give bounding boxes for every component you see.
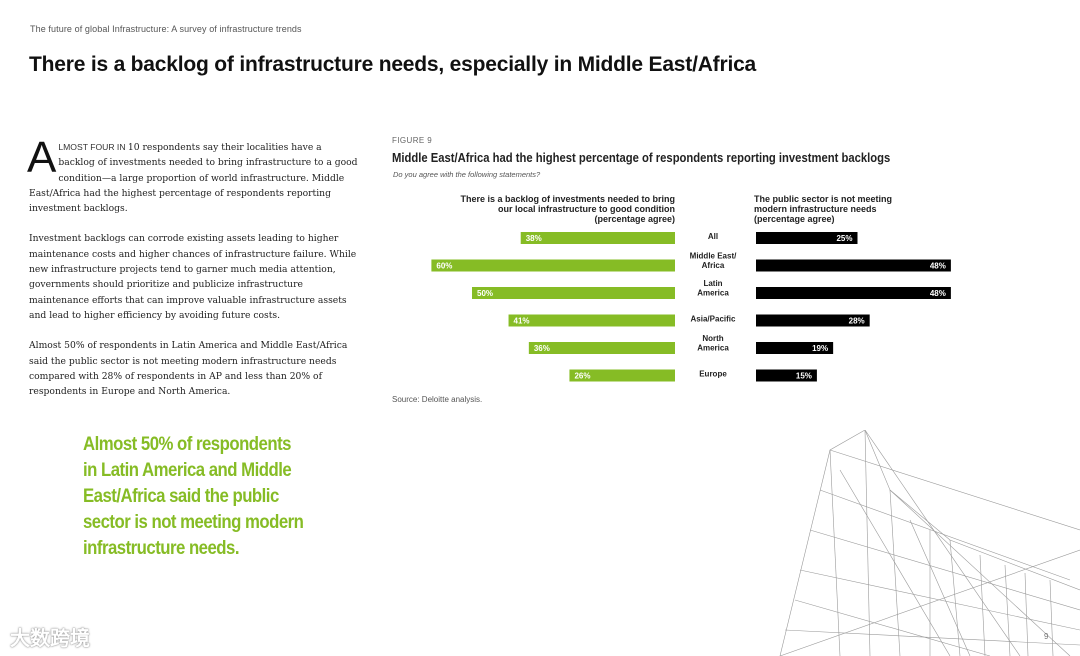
category-label: Middle East/ (690, 252, 737, 261)
category-label: Europe (699, 370, 727, 379)
bar-label-public-sector: 25% (836, 234, 852, 243)
bar-public-sector (756, 369, 817, 382)
chart-title: Middle East/Africa had the highest perce… (392, 151, 891, 165)
bar-backlog (569, 369, 675, 382)
bar-public-sector (756, 232, 858, 244)
paragraph-3: Almost 50% of respondents in Latin Ameri… (29, 340, 348, 398)
building-wireframe-illustration (779, 430, 1080, 656)
category-label: North (702, 334, 723, 343)
pull-quote: Almost 50% of respondents in Latin Ameri… (83, 433, 304, 559)
bar-label-backlog: 50% (477, 289, 493, 298)
right-panel-heading: The public sector is not meeting modern … (754, 194, 892, 224)
bar-label-backlog: 38% (526, 234, 542, 243)
drop-cap: A (27, 133, 57, 182)
left-heading-line: (percentage agree) (594, 214, 675, 224)
right-heading-line: The public sector is not meeting (754, 194, 893, 204)
left-heading-line: our local infrastructure to good conditi… (498, 204, 675, 214)
category-label: Africa (702, 261, 725, 270)
bar-label-backlog: 36% (534, 344, 550, 353)
page-title: There is a backlog of infrastructure nee… (29, 53, 757, 76)
chart-subtitle: Do you agree with the following statemen… (393, 170, 541, 179)
paragraph-1-text: 10 respondents say their localities have… (29, 142, 358, 215)
category-label: All (708, 232, 718, 241)
source-note: Source: Deloitte analysis. (392, 395, 483, 404)
bar-label-public-sector: 19% (812, 344, 828, 353)
bar-public-sector (756, 287, 951, 299)
bar-backlog (508, 314, 675, 327)
category-label: America (697, 289, 729, 298)
right-heading-line: modern infrastructure needs (754, 204, 877, 214)
watermark: 大数跨境 (10, 628, 90, 650)
bar-backlog (520, 232, 675, 244)
category-label: Latin (703, 279, 722, 288)
body-text: A LMOST FOUR IN 10 respondents say their … (27, 133, 359, 414)
paragraph-2: Investment backlogs can corrode existing… (29, 233, 357, 321)
bar-label-public-sector: 48% (930, 289, 946, 298)
bar-label-public-sector: 48% (930, 262, 946, 271)
figure-label: FIGURE 9 (392, 136, 433, 145)
paragraph-1: A LMOST FOUR IN 10 respondents say their … (27, 133, 359, 216)
right-heading-line: (percentage agree) (754, 214, 835, 224)
category-label: Asia/Pacific (691, 315, 736, 324)
bar-public-sector (756, 342, 834, 354)
bar-backlog (472, 287, 675, 299)
category-label: America (697, 344, 729, 353)
bar-label-backlog: 60% (436, 262, 452, 271)
bar-public-sector (756, 259, 951, 272)
bar-label-backlog: 41% (514, 317, 530, 326)
page-number: 9 (1044, 632, 1049, 641)
bar-backlog (528, 342, 675, 354)
lead-in: LMOST FOUR IN (58, 142, 128, 152)
left-panel-heading: There is a backlog of investments needed… (460, 194, 675, 224)
bar-backlog (431, 259, 675, 272)
bar-label-backlog: 26% (574, 372, 590, 381)
bar-label-public-sector: 28% (849, 317, 865, 326)
running-head: The future of global Infrastructure: A s… (30, 24, 302, 34)
bar-public-sector (756, 314, 870, 327)
left-heading-line: There is a backlog of investments needed… (460, 194, 675, 204)
bar-label-public-sector: 15% (796, 372, 812, 381)
